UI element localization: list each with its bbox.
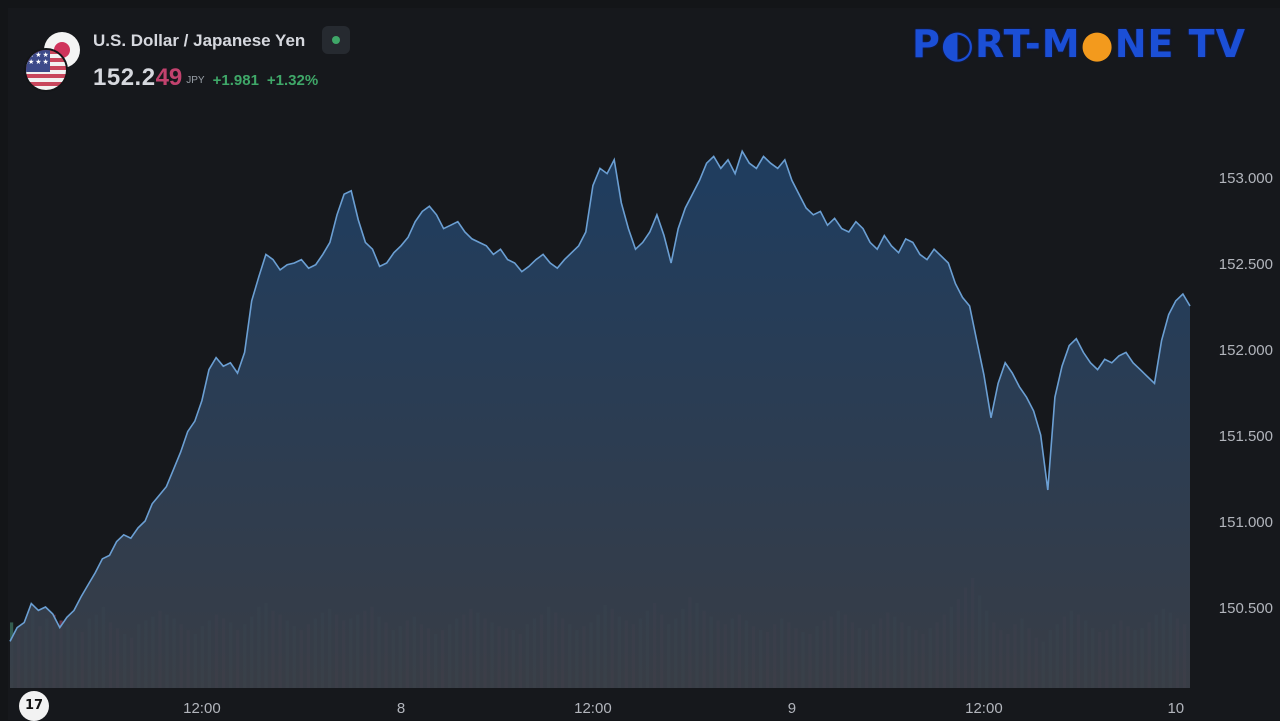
- x-tick-label: 12:00: [574, 700, 612, 717]
- price-change-pct: +1.32%: [266, 72, 319, 89]
- x-tick-label: 12:00: [183, 700, 221, 717]
- y-tick-label: 151.000: [1219, 514, 1273, 531]
- price-line: [9, 149, 1191, 642]
- x-tick-label: 12:00: [965, 700, 1003, 717]
- market-status-indicator[interactable]: [322, 26, 350, 54]
- market-open-dot-icon: [332, 36, 340, 44]
- price-row: 152.249 JPY +1.981 +1.32%: [93, 64, 318, 92]
- price-currency: JPY: [186, 75, 205, 86]
- price-axis: 153.000 152.500 152.000 151.500 151.000 150.5…: [1219, 170, 1273, 617]
- sun-icon: ●: [1080, 22, 1115, 66]
- x-tick-label: 9: [788, 700, 796, 717]
- last-price-tail: 49: [155, 64, 183, 91]
- symbol-header: ★★★ ★★★ U.S. Dollar / Japanese Yen 152.24…: [24, 26, 444, 96]
- tradingview-logo-icon[interactable]: 17: [19, 691, 49, 721]
- us-flag-icon: ★★★ ★★★: [24, 48, 68, 92]
- y-tick-label: 153.000: [1219, 170, 1273, 187]
- symbol-title[interactable]: U.S. Dollar / Japanese Yen: [93, 31, 306, 50]
- x-tick-label: 10: [1167, 700, 1184, 717]
- x-tick-label: 8: [397, 700, 405, 717]
- y-tick-label: 151.500: [1219, 428, 1273, 445]
- price-area-fill: [10, 151, 1190, 688]
- y-tick-label: 150.500: [1219, 600, 1273, 617]
- y-tick-label: 152.000: [1219, 342, 1273, 359]
- price-change-abs: +1.981: [212, 72, 259, 89]
- crescent-moon-icon: ◐: [940, 22, 976, 66]
- port-mone-tv-logo: P◐RT-M●NE TV: [912, 22, 1247, 66]
- last-price-main: 152.2: [93, 64, 156, 91]
- y-tick-label: 152.500: [1219, 256, 1273, 273]
